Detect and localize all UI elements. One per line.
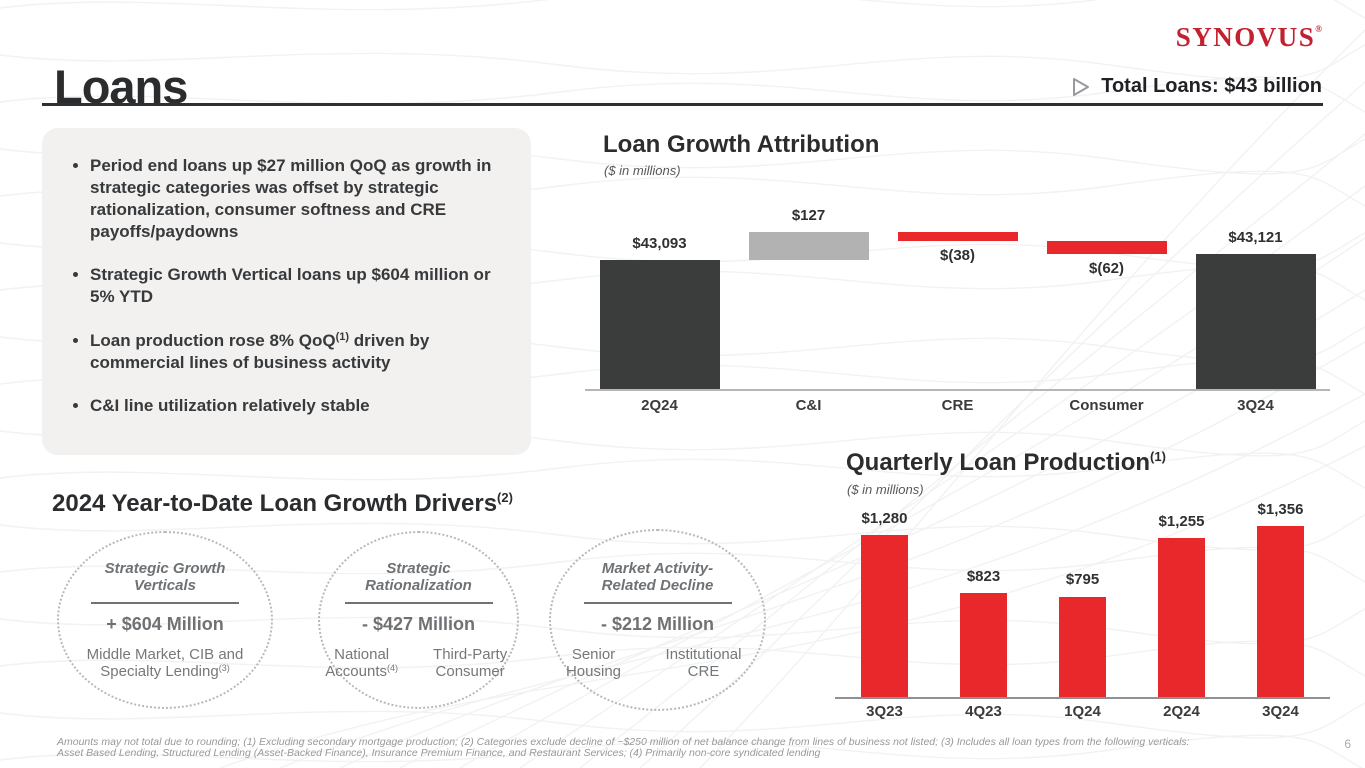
footnote-ref-4: (4) <box>386 662 398 673</box>
page-title: Loans <box>54 60 188 114</box>
waterfall-bar-c-i <box>748 232 869 260</box>
production-value-label: $1,280 <box>861 510 908 528</box>
driver-column-senior-housing: Senior Housing <box>565 645 622 680</box>
page-number: 6 <box>1344 737 1351 751</box>
production-x-labels: 3Q23 4Q23 1Q24 2Q24 3Q24 <box>835 703 1330 720</box>
triangle-right-icon <box>1073 77 1090 96</box>
waterfall-category-label: 3Q24 <box>1237 397 1274 414</box>
production-chart-subtitle: ($ in millions) <box>847 482 924 497</box>
footnote-ref-1: (1) <box>1150 449 1166 464</box>
production-value-label: $795 <box>1065 571 1100 589</box>
waterfall-plot: $43,093 $127 $(38) $(62) $43,121 <box>585 200 1330 391</box>
production-bar-2q24 <box>1158 538 1205 697</box>
production-category-label: 3Q23 <box>866 703 903 720</box>
production-plot: $1,280 $823 $795 $1,255 $1,356 <box>835 501 1330 699</box>
production-category-label: 2Q24 <box>1163 703 1200 720</box>
footnote-ref-1: (1) <box>335 330 350 343</box>
driver-divider <box>91 601 239 604</box>
registered-mark-icon: ® <box>1315 24 1322 34</box>
production-category-label: 3Q24 <box>1262 703 1299 720</box>
highlights-list: Period end loans up $27 million QoQ as g… <box>68 155 507 417</box>
driver-circle-market-activity-decline: Market Activity-Related Decline - $212 M… <box>549 529 766 711</box>
production-chart-title: Quarterly Loan Production(1) <box>846 449 1166 476</box>
driver-title: Strategic Growth Verticals <box>104 560 226 595</box>
driver-divider <box>583 601 732 604</box>
driver-columns: National Accounts(4) Third-Party Consume… <box>320 646 517 681</box>
total-loans-callout: Total Loans: $43 billion <box>1071 75 1322 98</box>
total-loans-text: Total Loans: $43 billion <box>1101 75 1322 97</box>
production-value-label: $1,356 <box>1257 500 1304 518</box>
driver-columns: Senior Housing Institutional CRE <box>558 646 758 681</box>
logo-text: SYNOVUS <box>1175 22 1316 52</box>
waterfall-category-label: CRE <box>941 397 974 414</box>
production-bar-3q24 <box>1257 525 1304 697</box>
footnote-line-1: Amounts may not total due to rounding; (… <box>57 736 1190 748</box>
footnote-line-2: Asset Based Lending, Structured Lending … <box>57 746 821 759</box>
bullet-period-end-loans: Period end loans up $27 million QoQ as g… <box>90 155 507 243</box>
bullet-strategic-growth: Strategic Growth Vertical loans up $604 … <box>90 264 507 308</box>
waterfall-category-label: Consumer <box>1069 397 1144 414</box>
footnote: Amounts may not total due to rounding; (… <box>57 737 1319 759</box>
production-category-label: 4Q23 <box>965 703 1002 720</box>
highlights-box: Period end loans up $27 million QoQ as g… <box>42 128 531 455</box>
production-value-label: $823 <box>966 567 1001 585</box>
driver-column-institutional-cre: Institutional CRE <box>665 645 742 680</box>
production-value-label: $1,255 <box>1158 513 1205 531</box>
driver-detail: Middle Market, CIB and Specialty Lending… <box>86 645 244 680</box>
waterfall-value-label: $43,121 <box>1228 228 1283 246</box>
waterfall-chart-title: Loan Growth Attribution <box>603 131 880 158</box>
driver-amount: - $427 Million <box>361 613 476 634</box>
driver-amount: - $212 Million <box>600 613 715 634</box>
waterfall-category-label: 2Q24 <box>641 397 678 414</box>
waterfall-value-label: $(62) <box>1088 260 1125 278</box>
footnote-ref-2: (2) <box>497 490 513 505</box>
waterfall-value-label: $43,093 <box>632 235 687 252</box>
drivers-heading: 2024 Year-to-Date Loan Growth Drivers(2) <box>52 490 513 517</box>
title-divider <box>42 103 1323 106</box>
bullet-ci-utilization: C&I line utilization relatively stable <box>90 395 507 417</box>
production-bar-1q24 <box>1059 596 1106 697</box>
production-bar-4q23 <box>960 592 1007 697</box>
waterfall-category-label: C&I <box>795 397 822 414</box>
waterfall-bar-3q24 <box>1195 253 1316 389</box>
footnote-ref-3: (3) <box>218 662 230 673</box>
driver-circle-strategic-growth-verticals: Strategic Growth Verticals + $604 Millio… <box>57 531 273 709</box>
driver-title: Strategic Rationalization <box>365 560 472 595</box>
waterfall-bar-consumer <box>1046 240 1167 255</box>
bullet-loan-production: Loan production rose 8% QoQ(1) driven by… <box>90 330 507 374</box>
waterfall-bar-2q24 <box>599 260 720 389</box>
synovus-logo: SYNOVUS® <box>1176 22 1322 53</box>
waterfall-value-label: $127 <box>791 207 826 225</box>
waterfall-chart-subtitle: ($ in millions) <box>604 163 681 178</box>
waterfall-x-labels: 2Q24 C&I CRE Consumer 3Q24 <box>585 397 1330 414</box>
production-bar-3q23 <box>861 535 908 697</box>
driver-column-national-accounts: National Accounts(4) <box>325 645 398 680</box>
waterfall-bar-cre <box>897 232 1018 241</box>
driver-column-third-party-consumer: Third-Party Consumer <box>433 645 508 680</box>
waterfall-value-label: $(38) <box>939 246 976 264</box>
driver-circle-strategic-rationalization: Strategic Rationalization - $427 Million… <box>318 531 519 709</box>
driver-divider <box>344 601 493 604</box>
production-category-label: 1Q24 <box>1064 703 1101 720</box>
driver-amount: + $604 Million <box>106 613 224 634</box>
driver-title: Market Activity-Related Decline <box>601 560 714 595</box>
